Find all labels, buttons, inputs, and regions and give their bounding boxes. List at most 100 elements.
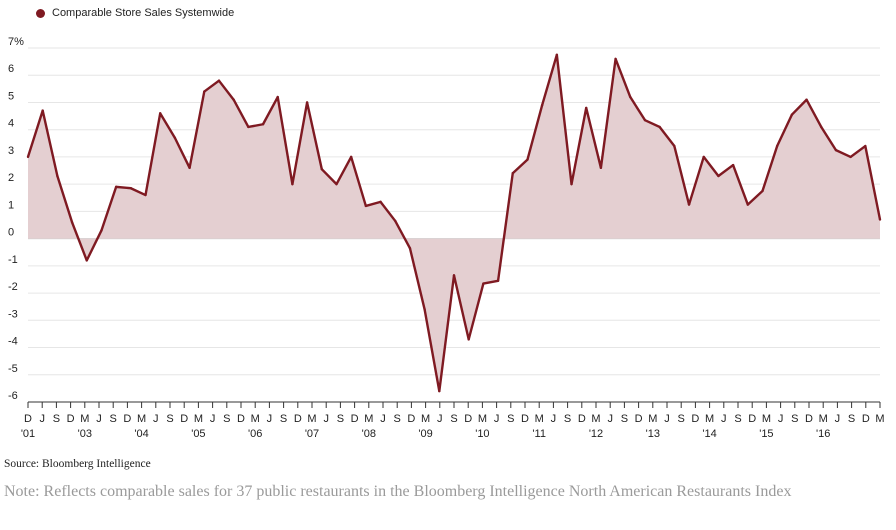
y-tick-label: 4 <box>8 118 14 130</box>
x-tick-label: M <box>364 413 373 425</box>
legend-marker <box>36 8 45 18</box>
x-tick-year-label: '06 <box>248 428 262 440</box>
data-point <box>320 167 323 171</box>
data-point <box>159 112 162 115</box>
x-tick-label: S <box>450 413 457 425</box>
x-tick-label: D <box>691 413 699 425</box>
data-point <box>203 90 206 93</box>
data-point <box>467 338 470 341</box>
x-tick-label: D <box>24 413 32 425</box>
x-tick-label: S <box>166 413 173 425</box>
data-point <box>511 172 514 175</box>
data-point <box>261 123 265 126</box>
x-tick-label: M <box>875 413 884 425</box>
x-tick-label: J <box>96 413 102 425</box>
x-tick-year-label: '10 <box>475 428 489 440</box>
data-point <box>41 109 44 112</box>
y-tick-label: -5 <box>8 363 18 375</box>
data-point <box>394 219 397 223</box>
x-tick-label: J <box>494 413 500 425</box>
x-tick-label: J <box>437 413 443 425</box>
x-tick-label: M <box>535 413 544 425</box>
data-point <box>864 144 867 148</box>
x-tick-label: D <box>407 413 415 425</box>
y-tick-label: 0 <box>8 227 14 239</box>
x-tick-label: J <box>551 413 557 425</box>
x-tick-label: D <box>180 413 188 425</box>
data-point <box>247 125 250 129</box>
data-point <box>540 103 544 107</box>
data-point <box>526 158 529 161</box>
x-tick-label: D <box>67 413 75 425</box>
data-point <box>658 125 661 129</box>
data-point <box>232 98 235 101</box>
data-point <box>746 203 749 206</box>
x-tick-label: D <box>748 413 756 425</box>
data-point <box>217 79 221 82</box>
data-point <box>555 53 559 57</box>
data-point <box>482 282 485 285</box>
x-tick-label: S <box>678 413 685 425</box>
data-point <box>585 106 588 110</box>
data-point <box>173 136 177 140</box>
x-tick-label: M <box>478 413 487 425</box>
x-tick-label: D <box>805 413 813 425</box>
y-tick-label: 2 <box>8 172 14 184</box>
x-tick-label: S <box>791 413 798 425</box>
data-point <box>820 125 823 129</box>
x-tick-label: M <box>194 413 203 425</box>
x-tick-label: M <box>648 413 657 425</box>
data-point <box>805 98 808 101</box>
x-tick-label: S <box>223 413 230 425</box>
data-point <box>70 221 74 224</box>
x-tick-label: M <box>137 413 146 425</box>
y-tick-label: -4 <box>8 336 18 348</box>
x-tick-label: J <box>323 413 329 425</box>
y-tick-label: 3 <box>8 145 14 157</box>
data-point <box>629 95 632 99</box>
x-tick-label: J <box>267 413 273 425</box>
data-point <box>599 166 603 170</box>
x-tick-label: J <box>153 413 159 425</box>
x-tick-label: J <box>210 413 216 425</box>
x-tick-label: J <box>835 413 841 425</box>
x-tick-label: D <box>123 413 131 425</box>
data-point <box>570 182 573 186</box>
x-tick-label: S <box>337 413 344 425</box>
y-tick-label: 6 <box>8 63 14 75</box>
x-tick-label: M <box>421 413 430 425</box>
y-tick-label: 5 <box>8 90 14 102</box>
data-point <box>114 185 118 189</box>
x-tick-label: S <box>734 413 741 425</box>
x-tick-year-label: '07 <box>305 428 319 440</box>
data-point <box>452 274 456 277</box>
data-point <box>85 259 88 262</box>
data-point <box>379 200 382 204</box>
data-point <box>291 182 294 186</box>
x-tick-label: J <box>721 413 727 425</box>
data-point <box>731 163 735 167</box>
y-tick-label: 1 <box>8 199 14 211</box>
data-point <box>761 189 764 193</box>
x-tick-label: S <box>621 413 628 425</box>
data-point <box>349 155 353 159</box>
x-tick-year-label: '13 <box>646 428 660 440</box>
data-point <box>775 144 779 148</box>
x-tick-label: M <box>80 413 89 425</box>
area-layer <box>28 54 880 392</box>
x-tick-label: S <box>280 413 287 425</box>
data-point <box>335 182 338 186</box>
x-tick-label: D <box>351 413 359 425</box>
data-point <box>614 57 617 61</box>
data-point <box>305 101 309 104</box>
x-tick-label: D <box>294 413 302 425</box>
x-tick-label: D <box>464 413 472 425</box>
x-tick-label: D <box>635 413 643 425</box>
source-text: Source: Bloomberg Intelligence <box>4 458 151 470</box>
x-tick-year-label: '08 <box>362 428 376 440</box>
data-point <box>188 166 191 170</box>
data-point <box>276 95 279 99</box>
data-point <box>702 155 705 159</box>
data-point <box>496 279 500 283</box>
